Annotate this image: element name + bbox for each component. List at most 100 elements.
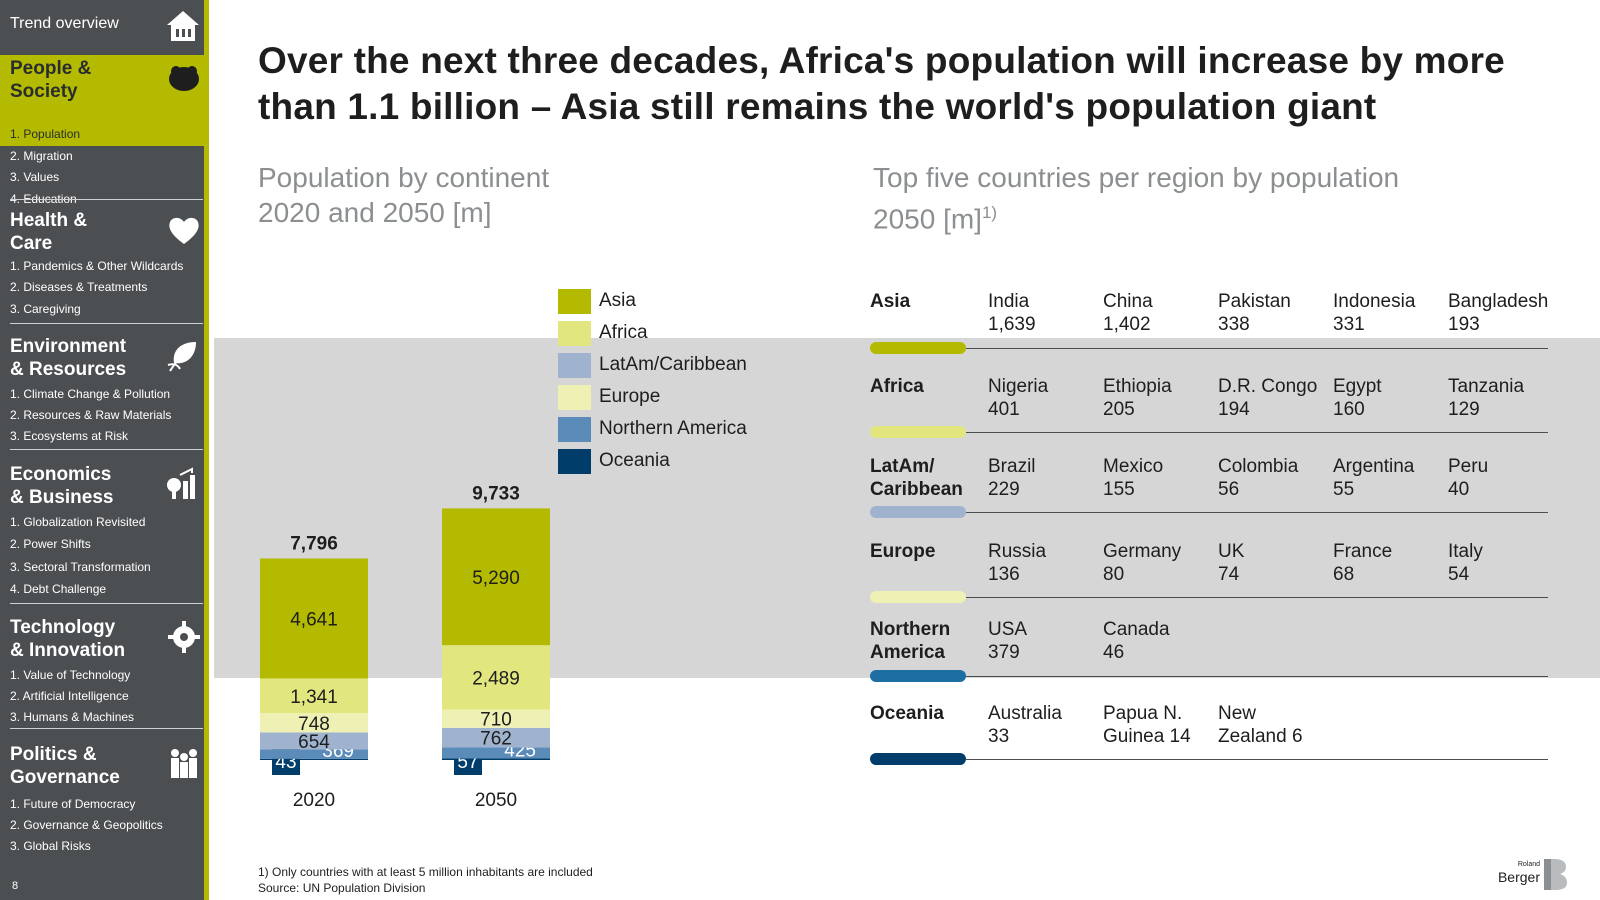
legend-label: Europe (599, 386, 661, 407)
bar-data-label: 654 (298, 732, 330, 753)
sidebar-section-5[interactable]: Technology & Innovation (0, 614, 204, 661)
sidebar-item[interactable]: 4. Education (10, 191, 77, 206)
table-region-swatch (870, 342, 966, 354)
sidebar-divider (10, 603, 203, 604)
home-icon (167, 11, 199, 41)
bar-total-label: 9,733 (472, 483, 520, 504)
footnote-source: Source: UN Population Division (258, 881, 426, 895)
bar-segment-oceania-2020 (260, 758, 368, 760)
bar-data-label: 762 (480, 729, 512, 750)
sidebar-accent-bar (204, 0, 209, 900)
table-country-cell: France 68 (1333, 541, 1393, 585)
bar-data-label: 5,290 (472, 568, 520, 589)
sidebar-divider (10, 199, 203, 200)
bar-segment-oceania-2050 (442, 758, 550, 760)
bar-segment-asia-2020 (260, 558, 368, 679)
sidebar-divider (10, 449, 203, 450)
sidebar-item[interactable]: 3. Ecosystems at Risk (10, 428, 129, 443)
bar-data-label: 1,341 (290, 687, 338, 708)
bar-segment-northern-america-2050 (442, 747, 550, 759)
bar-data-label: 2,489 (472, 668, 520, 689)
bar-segment-latam-caribbean-2050 (442, 727, 550, 748)
sidebar-item[interactable]: 2. Resources & Raw Materials (10, 407, 172, 422)
sidebar-subitems: 1. Climate Change & Pollution 2. Resource… (0, 384, 204, 446)
bar-segment-europe-2020 (260, 713, 368, 733)
table-country-cell: Russia 136 (988, 541, 1047, 585)
table-region-label: Asia (870, 291, 911, 312)
table-row-divider (966, 512, 1548, 513)
table-country-cell: Brazil 229 (988, 456, 1036, 500)
legend-swatch (558, 417, 591, 442)
sidebar-section-1[interactable]: People & Society (0, 55, 204, 124)
sidebar-subitems: 1. Value of Technology 2. Artificial Inte… (0, 665, 204, 728)
legend-label: Africa (599, 322, 648, 343)
legend-swatch (558, 289, 591, 314)
table-country-cell: Pakistan 338 (1218, 291, 1291, 335)
sidebar-section-6[interactable]: Politics & Governance (0, 741, 204, 788)
table-region-swatch (870, 426, 966, 438)
table-country-cell: Australia 33 (988, 703, 1062, 747)
sidebar-subitems: 1. Globalization Revisited 2. Power Shift… (0, 511, 204, 600)
table-row-divider (966, 759, 1548, 760)
table-row-divider (966, 432, 1548, 433)
sidebar-section-title: Environment & Resources (10, 336, 127, 380)
sidebar-item[interactable]: 1. Population (0, 124, 204, 146)
table-country-cell: Indonesia 331 (1333, 291, 1416, 335)
table-country-cell: Italy 54 (1448, 541, 1483, 585)
table-country-cell: USA 379 (988, 619, 1028, 663)
table-country-cell: Mexico 155 (1103, 456, 1164, 500)
table-region-label: Africa (870, 376, 924, 397)
table-country-cell: Canada 46 (1103, 619, 1170, 663)
group-icon (171, 749, 197, 778)
sidebar-section-4[interactable]: Economics & Business (0, 461, 204, 508)
sidebar-item[interactable]: 3. Global Risks (10, 839, 91, 853)
table-country-cell: Nigeria 401 (988, 376, 1049, 420)
sidebar-section-2[interactable]: Health & Care (0, 207, 204, 254)
sidebar-section-title: Health & Care (10, 210, 88, 254)
economy-icon (167, 467, 195, 499)
sidebar-item[interactable]: 2. Diseases & Treatments (10, 280, 148, 295)
sidebar-subitems: 1. Population 2. Migration 3. Values 4. Edu… (0, 124, 204, 210)
x-tick-label: 2050 (475, 790, 517, 810)
brand-logo-small: Roland (1517, 861, 1540, 868)
sidebar-item[interactable]: 2. Power Shifts (10, 537, 91, 552)
table-region-label: Europe (870, 541, 936, 562)
chart-title-line2: 2020 and 2050 [m] (258, 197, 492, 228)
table-country-cell: New Zealand 6 (1218, 703, 1303, 747)
page-number: 8 (12, 880, 19, 892)
bar-segment-europe-2050 (442, 709, 550, 728)
sidebar-section-3[interactable]: Environment & Resources (0, 333, 204, 380)
brand-logo-big: Berger (1497, 869, 1540, 885)
sidebar-item[interactable]: 1. Pandemics & Other Wildcards (10, 259, 184, 273)
table-country-cell: Egypt 160 (1333, 376, 1382, 420)
legend-label: Asia (599, 290, 636, 311)
trend-overview-link[interactable]: Trend overview (0, 0, 204, 55)
sidebar-item[interactable]: 3. Humans & Machines (10, 710, 135, 724)
table-country-cell: China 1,402 (1103, 291, 1153, 335)
sidebar-item[interactable]: 2. Migration (10, 148, 73, 163)
sidebar: Trend overview People & Society 1. Populat… (0, 0, 209, 900)
sidebar-item[interactable]: 1. Globalization Revisited (10, 515, 146, 529)
table-region-label: Northern America (870, 619, 951, 663)
table-country-cell: D.R. Congo 194 (1218, 376, 1318, 420)
sidebar-item[interactable]: 1. Climate Change & Pollution (10, 387, 171, 401)
bar-data-label: 4,641 (290, 609, 338, 630)
bar-segment-northern-america-2020 (260, 749, 368, 759)
sidebar-item[interactable]: 3. Sectoral Transformation (10, 559, 151, 574)
chart-title: Population by continent 2020 and 2050 [m… (258, 160, 549, 230)
sidebar-item[interactable]: 4. Debt Challenge (10, 581, 107, 596)
bar-total-label: 7,796 (290, 533, 338, 554)
sidebar-item[interactable]: 2. Governance & Geopolitics (10, 818, 163, 832)
sidebar-item[interactable]: 3. Caregiving (10, 301, 81, 316)
table-title-footnote-mark: 1) (981, 203, 998, 222)
sidebar-item[interactable]: 1. Future of Democracy (10, 797, 136, 811)
sidebar-item[interactable]: 2. Artificial Intelligence (10, 689, 129, 703)
table-row-divider (966, 597, 1548, 598)
bar-segment-asia-2050 (442, 508, 550, 646)
sidebar-section-title: Politics & Governance (10, 744, 120, 788)
sidebar-item[interactable]: 1. Value of Technology (10, 668, 131, 682)
legend-swatch (558, 385, 591, 410)
brand-mark-icon (1544, 859, 1567, 890)
sidebar-item[interactable]: 3. Values (10, 170, 60, 184)
table-region-label: Oceania (870, 703, 944, 724)
